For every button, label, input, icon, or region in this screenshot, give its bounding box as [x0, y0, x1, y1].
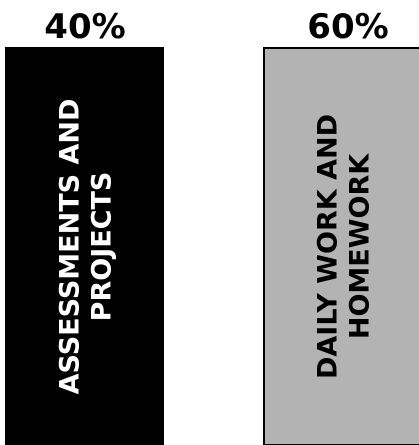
category-label-1: ASSESSMENTS ANDPROJECTS: [55, 99, 118, 395]
value-label-1: 40%: [44, 7, 125, 47]
bar-1: [5, 47, 164, 445]
category-label-1-line-1: ASSESSMENTS AND: [55, 99, 86, 395]
category-label-2-line-2: HOMEWORK: [345, 153, 376, 339]
value-label-2: 60%: [307, 7, 388, 47]
labels-group: 40% ASSESSMENTS ANDPROJECTS 60% DAILY WORK …: [44, 7, 388, 394]
bars-group: [5, 47, 419, 445]
bar-2: [263, 47, 419, 445]
category-label-2: DAILY WORK ANDHOMEWORK: [313, 114, 376, 379]
category-label-2-line-1: DAILY WORK AND: [313, 114, 344, 379]
category-label-1-line-2: PROJECTS: [87, 172, 118, 322]
